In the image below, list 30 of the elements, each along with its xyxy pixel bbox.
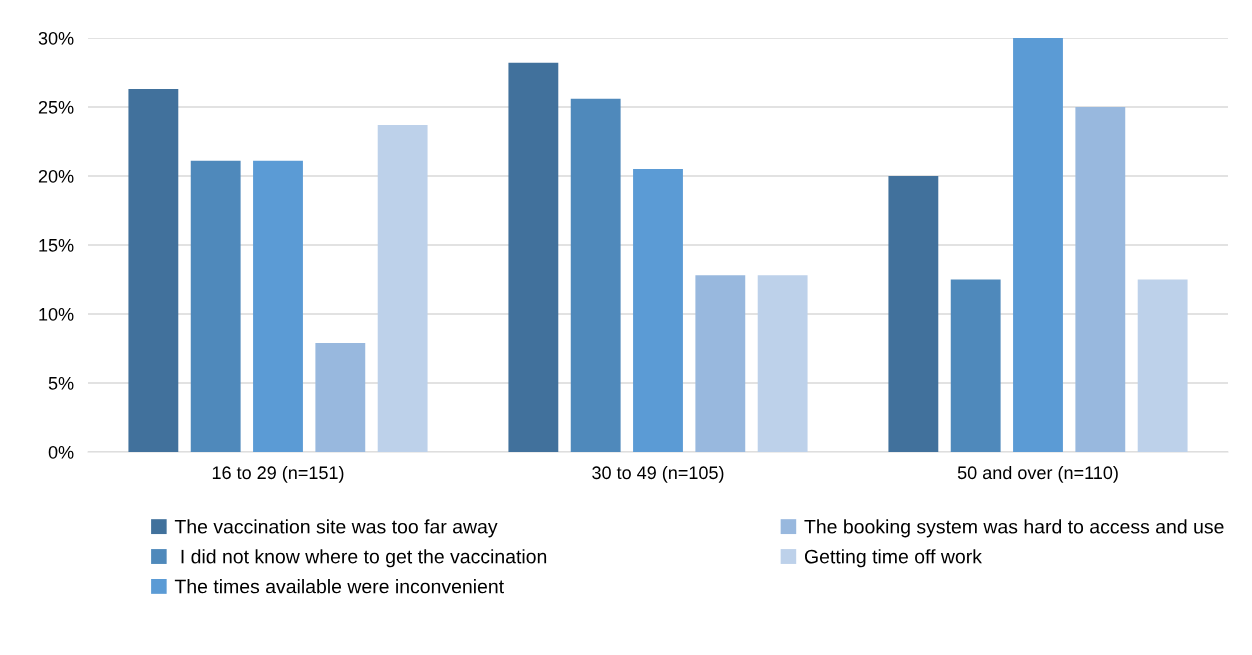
- bar: [128, 89, 179, 452]
- legend-label: I did not know where to get the vaccination: [181, 549, 547, 568]
- y-tick-label: 15%: [39, 239, 74, 252]
- bar: [757, 275, 808, 452]
- bar: [508, 62, 559, 452]
- y-tick-label: 10%: [39, 307, 74, 321]
- y-tick-label: 20%: [38, 169, 74, 183]
- legend-label: The vaccination site was too far away: [174, 519, 498, 538]
- x-tick-label: 16 to 29 (n=151): [212, 465, 344, 483]
- bar: [253, 160, 303, 452]
- bar: [570, 98, 621, 452]
- bar: [315, 342, 366, 452]
- y-tick-label: 0%: [48, 445, 74, 459]
- legend-label: The booking system was hard to access and use: [804, 519, 1224, 538]
- bar: [633, 169, 683, 452]
- bar: [1137, 279, 1188, 452]
- bar: [888, 176, 939, 452]
- legend-label: Getting time off work: [804, 549, 982, 568]
- bar: [695, 275, 746, 452]
- x-tick-label: 50 and over (n=110): [957, 465, 1118, 483]
- y-tick-label: 5%: [48, 377, 74, 390]
- bar: [190, 160, 241, 452]
- x-tick-label: 30 to 49 (n=105): [592, 465, 724, 483]
- bar: [377, 124, 428, 452]
- legend-label: The times available were inconvenient: [174, 579, 504, 594]
- y-tick-label: 25%: [38, 100, 74, 114]
- bar: [950, 279, 1001, 452]
- bar: [1075, 107, 1126, 452]
- y-tick-label: 30%: [38, 31, 74, 45]
- bar: [1013, 38, 1063, 452]
